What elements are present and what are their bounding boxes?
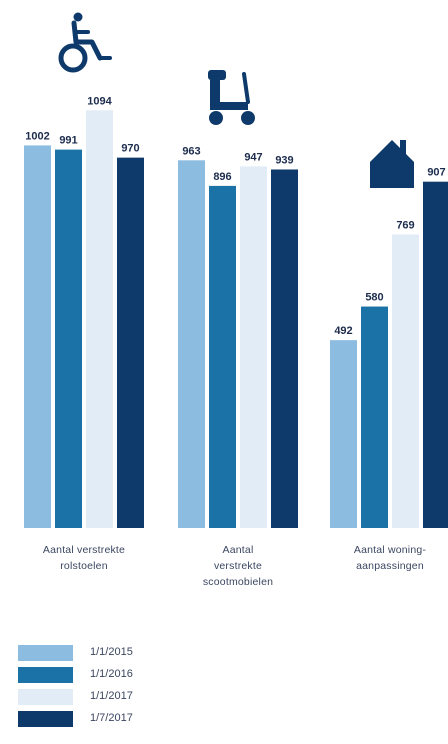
value-label-2-2: 896 [213,171,231,183]
bar-3-3 [392,234,419,528]
legend-swatch-2 [18,667,73,683]
house-icon [370,140,414,188]
value-label-3-2: 580 [365,292,383,304]
bar-3-1 [330,340,357,528]
legend-label-2: 1/1/2016 [90,668,133,680]
value-label-1-1: 1002 [25,130,49,142]
bar-3-2 [361,306,388,528]
bar-1-4 [117,157,144,529]
category-label-2-line-3: scootmobielen [203,576,273,588]
value-label-2-1: 963 [182,145,200,157]
legend-swatch-3 [18,689,73,705]
bar-1-3 [86,110,113,529]
value-label-3-4: 907 [427,167,445,179]
category-label-3-line-2: aanpassingen [356,560,424,572]
category-label-2-line-1: Aantal [223,544,254,556]
value-label-2-4: 939 [275,154,293,166]
category-label-1-line-1: Aantal verstrekte [43,544,125,556]
value-label-1-3: 1094 [87,95,112,107]
legend-label-4: 1/7/2017 [90,712,133,724]
category-label-1-line-2: rolstoelen [60,560,108,572]
value-labels-layer: 1002 991 1094 970 963 896 947 939 492 580 769 907 [25,95,445,337]
bars-layer [24,110,448,529]
bar-1-2 [55,149,82,529]
bar-1-1 [24,145,51,528]
value-label-1-4: 970 [121,143,139,155]
bar-3-4 [423,181,448,528]
bar-chart: 1002 991 1094 970 963 896 947 939 492 580 769 907 A… [24,12,448,588]
legend-swatch-4 [18,711,73,727]
bar-2-3 [240,166,267,528]
legend-label-3: 1/1/2017 [90,690,133,702]
bar-2-1 [178,160,205,529]
value-label-3-1: 492 [334,325,352,337]
bar-2-2 [209,185,236,528]
value-label-3-3: 769 [396,219,414,231]
mobility-scooter-icon [208,70,255,125]
legend-label-1: 1/1/2015 [90,646,133,658]
category-label-2-line-2: verstrekte [214,560,262,572]
wheelchair-icon [58,12,112,73]
category-label-3-line-1: Aantal woning- [354,544,427,556]
value-label-2-3: 947 [244,151,262,163]
legend-swatch-1 [18,645,73,661]
category-labels-layer: Aantal verstrekte rolstoelen Aantal verstre… [43,544,427,588]
value-label-1-2: 991 [59,135,77,147]
bar-2-4 [271,169,298,529]
